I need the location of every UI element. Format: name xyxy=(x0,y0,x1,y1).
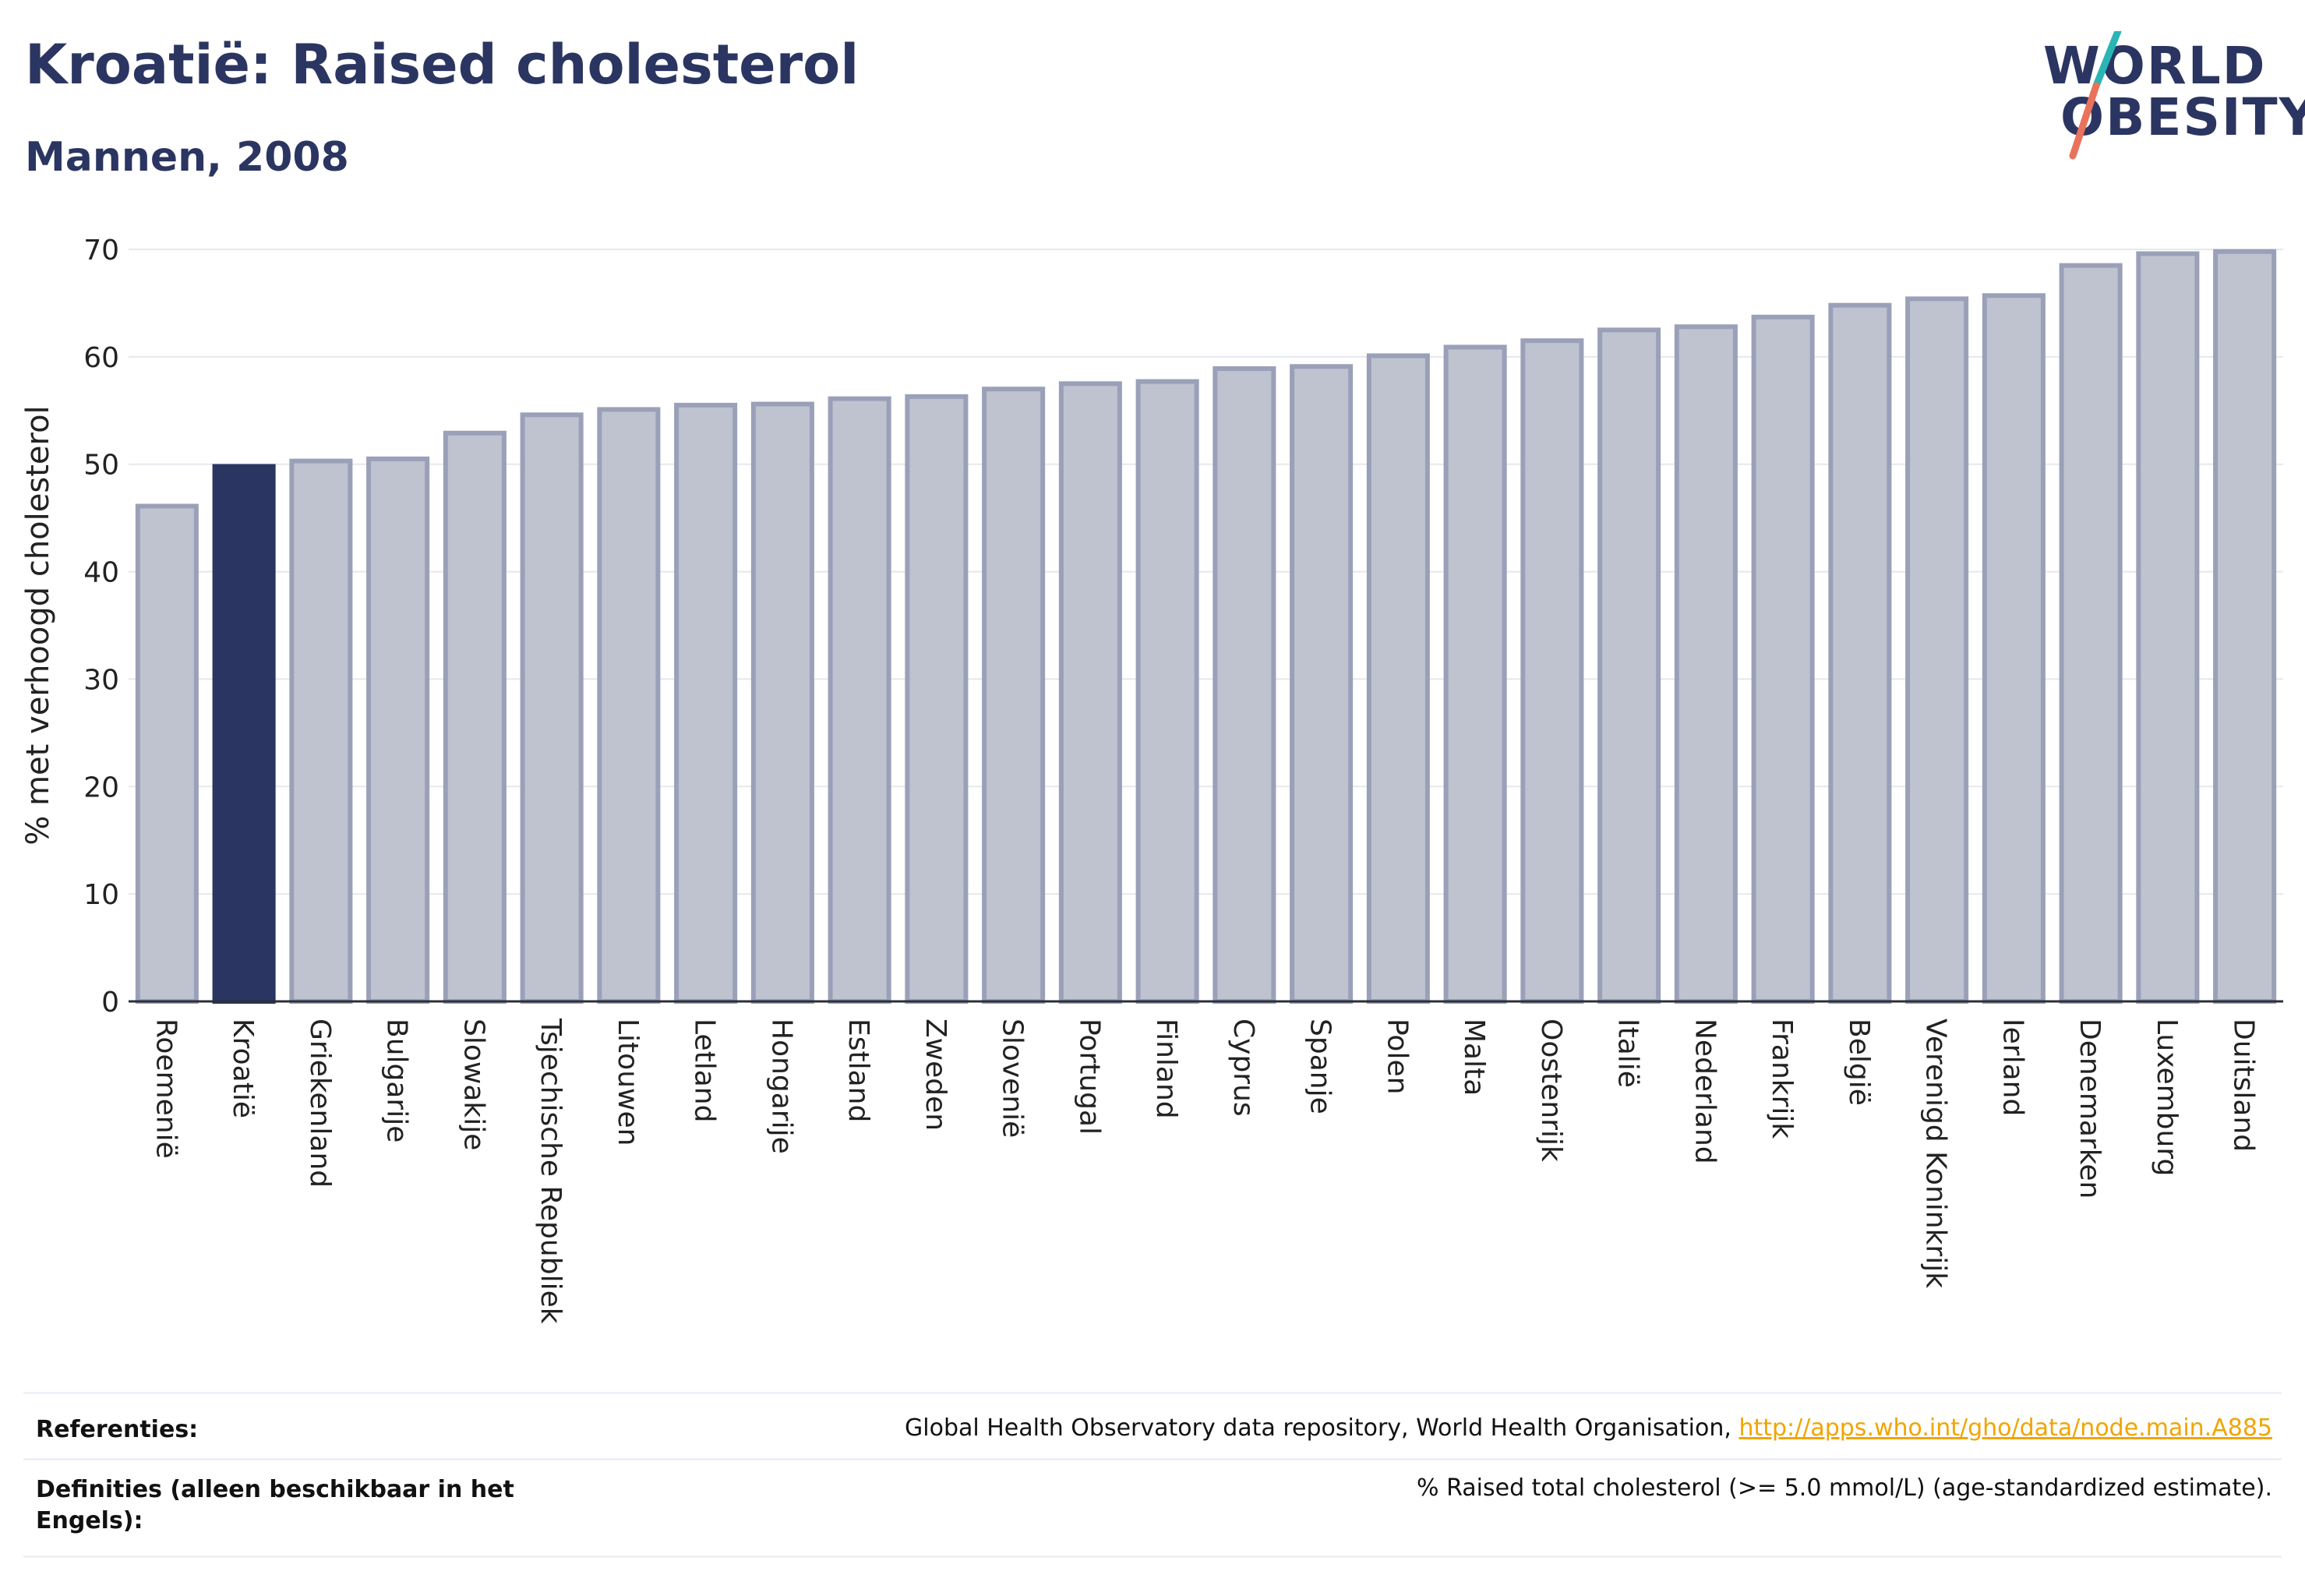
x-tick-label: Tsjechische Republiek xyxy=(535,1018,567,1324)
bar-country[interactable] xyxy=(1366,353,1430,1004)
y-tick-labels: 0 10 20 30 40 50 60 70 xyxy=(83,235,119,1019)
bar-country[interactable] xyxy=(2059,263,2123,1004)
bar-country[interactable] xyxy=(289,458,353,1005)
y-tick-label: 70 xyxy=(83,235,119,267)
references-value: Global Health Observatory data repositor… xyxy=(905,1414,2272,1442)
references-label: Referenties: xyxy=(36,1416,199,1443)
bar-country[interactable] xyxy=(1290,364,1354,1004)
x-tick-label: Luxemburg xyxy=(2151,1019,2183,1176)
chart-subtitle: Mannen, 2008 xyxy=(25,134,349,181)
x-tick-label: Portugal xyxy=(1073,1019,1105,1135)
bar-country[interactable] xyxy=(1520,338,1584,1004)
bar-country[interactable] xyxy=(2136,251,2200,1004)
x-tick-label: Bulgarije xyxy=(381,1019,413,1142)
logo-text-obesity: OBESITY xyxy=(2060,87,2305,147)
bar-country[interactable] xyxy=(1905,296,1969,1004)
references-row: Referenties: Global Health Observatory d… xyxy=(23,1392,2282,1458)
bar-country[interactable] xyxy=(1597,327,1661,1004)
x-tick-label: Spanje xyxy=(1304,1019,1336,1114)
logo-text-world: WORLD xyxy=(2043,36,2267,96)
x-tick-labels: Roemenië Kroatië Griekenland Bulgarije Slowa… xyxy=(150,1018,2259,1324)
bar-country[interactable] xyxy=(674,402,738,1004)
bar-country[interactable] xyxy=(1674,324,1738,1004)
x-tick-label: Slowakije xyxy=(457,1019,489,1150)
y-axis-label: % met verhoogd cholesterol xyxy=(20,405,56,845)
x-tick-label: Griekenland xyxy=(304,1019,336,1188)
x-tick-label: Malta xyxy=(1458,1019,1490,1096)
bars xyxy=(135,249,2277,1005)
y-tick-label: 40 xyxy=(83,557,119,589)
references-text: Global Health Observatory data repositor… xyxy=(905,1414,1739,1442)
bar-country[interactable] xyxy=(1058,381,1122,1005)
bar-country[interactable] xyxy=(982,387,1046,1004)
x-tick-label: Zweden xyxy=(920,1019,951,1131)
bar-country[interactable] xyxy=(1982,293,2046,1004)
x-tick-label: Letland xyxy=(689,1019,721,1122)
x-tick-label: Nederland xyxy=(1689,1019,1721,1164)
logo-slash-icon xyxy=(2069,31,2122,160)
x-tick-label: Roemenië xyxy=(150,1019,182,1159)
x-tick-label: Kroatië xyxy=(227,1019,259,1118)
bar-highlight[interactable] xyxy=(212,464,276,1004)
references-table: Referenties: Global Health Observatory d… xyxy=(23,1392,2282,1558)
references-link[interactable]: http://apps.who.int/gho/data/node.main.A… xyxy=(1738,1414,2272,1442)
bar-country[interactable] xyxy=(520,412,584,1004)
bar-country[interactable] xyxy=(135,503,199,1004)
x-tick-label: Denemarken xyxy=(2074,1019,2106,1199)
bar-country[interactable] xyxy=(443,430,507,1004)
x-tick-label: Estland xyxy=(842,1019,874,1122)
x-tick-label: Hongarije xyxy=(765,1019,797,1154)
x-tick-label: Cyprus xyxy=(1227,1019,1259,1117)
bar-country[interactable] xyxy=(366,456,430,1005)
x-tick-label: België xyxy=(1843,1019,1875,1106)
y-tick-label: 20 xyxy=(83,772,119,803)
y-tick-label: 0 xyxy=(101,987,119,1019)
y-tick-label: 10 xyxy=(83,879,119,911)
bar-country[interactable] xyxy=(750,401,814,1004)
x-tick-label: Frankrijk xyxy=(1766,1019,1798,1139)
x-tick-label: Polen xyxy=(1381,1019,1413,1094)
bar-chart: 0 10 20 30 40 50 60 70 Roemenië Kroatië Griekenla… xyxy=(20,235,2283,1324)
x-tick-label: Ierland xyxy=(1996,1019,2028,1116)
x-tick-label: Oostenrijk xyxy=(1535,1019,1567,1162)
x-tick-label: Litouwen xyxy=(612,1019,644,1146)
bar-country[interactable] xyxy=(1213,366,1276,1004)
x-tick-label: Duitsland xyxy=(2228,1019,2260,1152)
definitions-row: Definities (alleen beschikbaar in het En… xyxy=(23,1458,2282,1558)
bar-country[interactable] xyxy=(2213,249,2277,1004)
bar-country[interactable] xyxy=(905,394,969,1005)
definitions-label: Definities (alleen beschikbaar in het En… xyxy=(36,1476,514,1534)
y-tick-label: 50 xyxy=(83,450,119,482)
bar-country[interactable] xyxy=(828,396,891,1005)
bar-country[interactable] xyxy=(1443,344,1507,1004)
chart-title: Kroatië: Raised cholesterol xyxy=(25,33,860,97)
bar-country[interactable] xyxy=(1751,314,1815,1005)
x-tick-label: Slovenië xyxy=(997,1019,1029,1138)
bar-country[interactable] xyxy=(1828,302,1892,1004)
y-tick-label: 60 xyxy=(83,342,119,374)
x-tick-label: Verenigd Koninkrijk xyxy=(1920,1019,1952,1288)
bar-country[interactable] xyxy=(597,407,661,1004)
y-tick-label: 30 xyxy=(83,664,119,696)
x-tick-label: Italië xyxy=(1612,1019,1644,1088)
bar-country[interactable] xyxy=(1135,379,1199,1005)
x-tick-label: Finland xyxy=(1150,1019,1182,1119)
definitions-value: % Raised total cholesterol (>= 5.0 mmol/… xyxy=(1417,1474,2272,1502)
world-obesity-logo[interactable]: WORLD OBESITY xyxy=(2026,31,2305,168)
